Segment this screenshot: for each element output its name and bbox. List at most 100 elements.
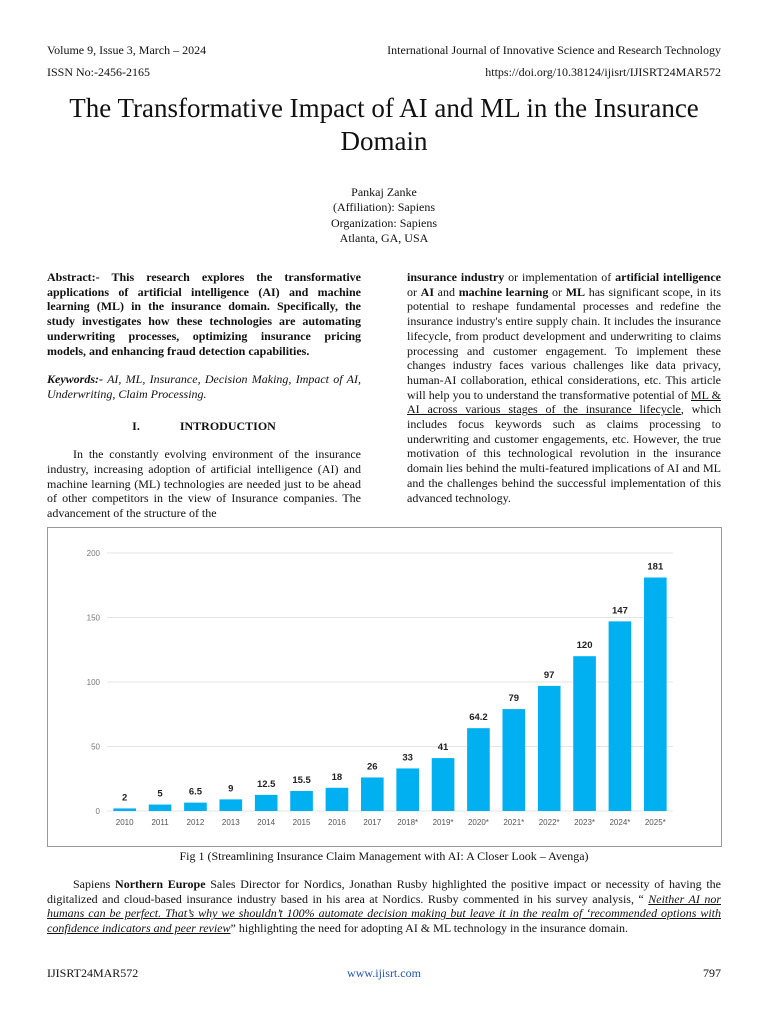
- x-tick-label: 2025*: [645, 818, 666, 827]
- text-run: AI: [420, 284, 435, 299]
- x-tick-label: 2021*: [503, 818, 524, 827]
- x-tick-label: 2017: [363, 818, 381, 827]
- bar: [643, 577, 667, 811]
- value-label: 79: [509, 693, 520, 704]
- text-run: machine learning: [458, 284, 549, 299]
- x-tick-label: 2013: [222, 818, 240, 827]
- abstract: Abstract:- This research explores the tr…: [47, 270, 361, 358]
- text-run: ” highlighting the need for adopting AI …: [230, 921, 628, 936]
- header-doi: https://doi.org/10.38124/ijisrt/IJISRT24…: [485, 65, 721, 79]
- y-tick-label: 200: [87, 549, 101, 558]
- bar: [113, 808, 137, 811]
- footer-page: 797: [703, 966, 721, 980]
- value-label: 9: [228, 783, 233, 794]
- value-label: 33: [402, 752, 413, 763]
- author-line: (Affiliation): Sapiens: [332, 200, 436, 215]
- y-tick-label: 50: [91, 743, 100, 752]
- keywords-label: Keywords:-: [47, 372, 103, 387]
- abstract-label: Abstract:-: [47, 270, 100, 284]
- text-run: or: [407, 284, 421, 299]
- author-line: Pankaj Zanke: [351, 185, 417, 199]
- section-number: I.: [132, 418, 140, 433]
- y-tick-label: 100: [87, 678, 101, 687]
- chart: 0 50 100 150 200 2010 2 2011 5 2012 6.5 2013 9 2014 12…: [87, 549, 673, 827]
- text-run: Northern Europe: [115, 877, 206, 891]
- figure-box: 0 50 100 150 200 2010 2 2011 5 2012 6.5 2013 9 2014 12…: [47, 527, 722, 847]
- bar: [467, 728, 490, 811]
- bar: [502, 709, 526, 811]
- keywords: Keywords:- AI, ML, Insurance, Decision M…: [47, 372, 361, 401]
- text-run: and: [434, 284, 459, 299]
- bar: [325, 787, 349, 811]
- value-label: 147: [612, 605, 628, 616]
- bar: [608, 621, 632, 811]
- x-tick-label: 2020*: [468, 818, 489, 827]
- closing-text: Sapiens Northern Europe Sales Director f…: [47, 877, 721, 936]
- value-label: 18: [332, 772, 343, 783]
- left-column: Abstract:- This research explores the tr…: [47, 270, 361, 521]
- x-tick-label: 2014: [257, 818, 275, 827]
- abstract-text: This research explores the transformativ…: [47, 270, 361, 358]
- right-column: insurance industry or implementation of …: [407, 270, 721, 505]
- value-label: 5: [157, 789, 163, 800]
- text-run: artificial intelligence: [615, 270, 721, 284]
- text-run: ML: [565, 284, 586, 299]
- bar: [184, 802, 207, 811]
- x-tick-label: 2018*: [397, 818, 418, 827]
- intro-left: In the constantly evolving environment o…: [47, 447, 361, 521]
- text-run: ML & AI across various stages of the ins…: [407, 387, 722, 417]
- value-label: 2: [122, 792, 127, 803]
- value-label: 97: [544, 670, 555, 681]
- x-tick-label: 2024*: [609, 818, 630, 827]
- text-run: has significant scope, in its potential …: [407, 284, 722, 402]
- figure-caption: Fig 1 (Streamlining Insurance Claim Mana…: [179, 849, 589, 863]
- text-run: Neither AI nor humans can be perfect. Th…: [47, 891, 721, 936]
- y-tick-label: 0: [96, 807, 101, 816]
- text-run: , which includes focus keywords such as …: [407, 402, 721, 505]
- value-label: 120: [577, 640, 593, 651]
- text-run: Sapiens: [73, 877, 116, 891]
- x-tick-label: 2012: [187, 818, 205, 827]
- value-label: 15.5: [292, 775, 311, 786]
- author-line: Organization: Sapiens: [330, 215, 438, 230]
- bar: [431, 758, 455, 811]
- bar: [219, 799, 243, 811]
- bar: [254, 794, 278, 811]
- keywords-text: AI, ML, Insurance, Decision Making, Impa…: [47, 372, 361, 401]
- footer-id: IJISRT24MAR572: [47, 966, 139, 980]
- authors: Pankaj Zanke (Affiliation): Sapiens Organi…: [184, 185, 584, 247]
- value-label: 181: [647, 562, 664, 573]
- y-tick-label: 150: [87, 614, 101, 623]
- x-tick-label: 2010: [116, 818, 134, 827]
- text-run: Sales Director for Nordics, Jonathan Rus…: [47, 877, 721, 906]
- value-label: 64.2: [469, 712, 488, 723]
- closing-paragraph: Sapiens Northern Europe Sales Director f…: [47, 877, 721, 936]
- value-label: 26: [367, 761, 378, 772]
- section-heading: I. INTRODUCTION: [47, 419, 361, 434]
- bar: [360, 777, 384, 811]
- bar: [573, 656, 596, 811]
- x-tick-label: 2022*: [539, 818, 560, 827]
- text-run: insurance industry: [407, 270, 505, 284]
- header-issn: ISSN No:-2456-2165: [47, 65, 151, 79]
- x-tick-label: 2015: [293, 818, 311, 827]
- author-line: Atlanta, GA, USA: [339, 231, 429, 246]
- x-tick-label: 2011: [151, 818, 169, 827]
- intro-right: insurance industry or implementation of …: [407, 270, 721, 505]
- bar: [396, 768, 420, 811]
- header-volume: Volume 9, Issue 3, March – 2024: [47, 43, 207, 57]
- bar: [537, 685, 561, 811]
- paper-title: The Transformative Impact of AI and ML i…: [69, 93, 699, 156]
- value-label: 12.5: [257, 779, 276, 790]
- x-tick-label: 2016: [328, 818, 346, 827]
- x-tick-label: 2019*: [433, 818, 454, 827]
- value-label: 6.5: [189, 787, 203, 798]
- value-label: 41: [438, 742, 449, 753]
- header-journal: International Journal of Innovative Scie…: [387, 43, 721, 57]
- x-tick-label: 2023*: [574, 818, 595, 827]
- text-run: or: [548, 284, 566, 299]
- bar: [148, 804, 172, 811]
- footer-site: www.ijisrt.com: [347, 966, 421, 980]
- bar: [290, 791, 313, 811]
